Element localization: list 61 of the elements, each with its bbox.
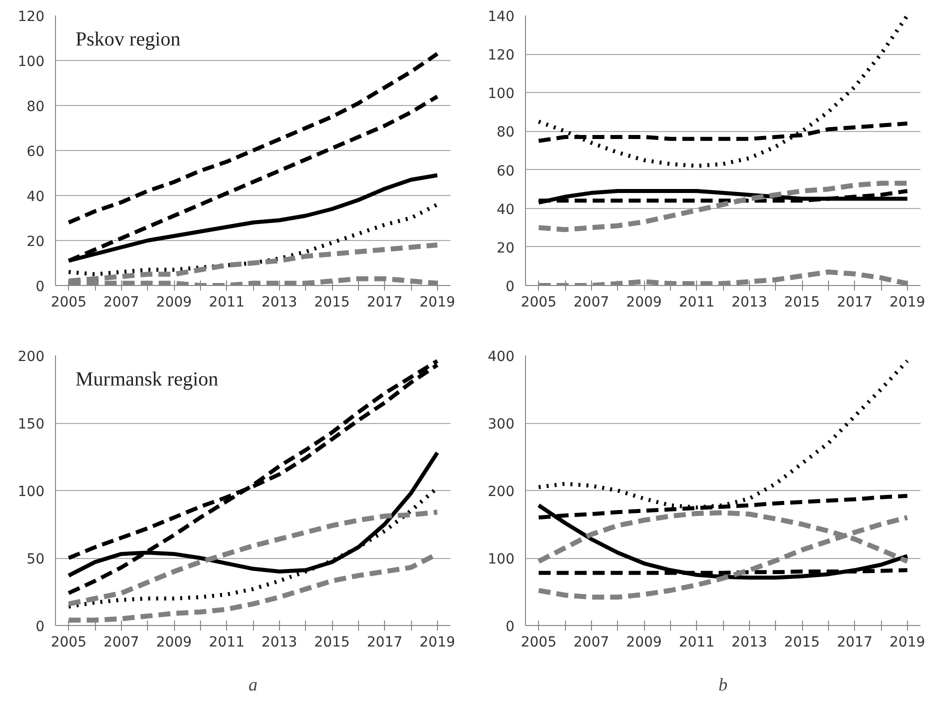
x-tick-label: 2013: [732, 294, 768, 310]
x-tick-label: 2005: [520, 634, 556, 650]
x-tick-label: 2009: [156, 634, 192, 650]
y-tick-label: 80: [496, 124, 515, 141]
y-tick-label: 100: [488, 86, 515, 102]
x-tick-label: 2019: [890, 294, 926, 310]
y-tick-label: 60: [26, 144, 45, 160]
x-tick-label: 2007: [104, 634, 140, 650]
x-tick-label: 2011: [208, 634, 244, 650]
y-tick-label: 120: [18, 9, 45, 25]
x-tick-label: 2007: [104, 294, 140, 310]
x-tick-label: 2019: [420, 294, 456, 310]
text: a: [248, 674, 258, 694]
x-tick-label: 2007: [574, 294, 610, 310]
y-tick-label: 80: [26, 99, 45, 115]
x-tick-label: 2013: [732, 634, 768, 650]
y-tick-label: 40: [26, 189, 45, 205]
y-tick-label: 100: [18, 484, 45, 500]
text: Pskov region: [76, 28, 180, 50]
x-tick-label: 2011: [208, 294, 244, 310]
y-tick-label: 100: [18, 54, 45, 70]
y-tick-label: 0: [36, 619, 45, 635]
y-tick-label: 60: [496, 163, 515, 180]
text: Murmansk region: [76, 368, 218, 390]
x-tick-label: 2017: [836, 634, 872, 650]
x-tick-label: 2009: [626, 294, 662, 310]
x-tick-label: 2019: [890, 634, 926, 650]
y-tick-label: 300: [488, 416, 515, 432]
y-tick-label: 100: [488, 552, 515, 568]
x-tick-label: 2015: [314, 294, 350, 310]
x-tick-label: 2005: [50, 634, 86, 650]
y-tick-label: 120: [488, 48, 515, 64]
y-tick-label: 0: [506, 619, 515, 635]
x-tick-label: 2017: [366, 634, 402, 650]
x-tick-label: 2009: [626, 634, 662, 650]
y-tick-label: 0: [36, 279, 45, 295]
x-tick-label: 2015: [314, 634, 350, 650]
x-tick-label: 2005: [520, 294, 556, 310]
y-tick-label: 200: [18, 349, 45, 365]
text: b: [718, 674, 728, 694]
x-tick-label: 2007: [574, 634, 610, 650]
x-tick-label: 2017: [366, 294, 402, 310]
x-tick-label: 2009: [156, 294, 192, 310]
y-tick-label: 150: [18, 416, 45, 432]
x-tick-label: 2019: [420, 634, 456, 650]
y-tick-label: 140: [488, 9, 515, 25]
x-tick-label: 2015: [784, 294, 820, 310]
y-tick-label: 0: [506, 279, 515, 295]
y-tick-label: 200: [488, 484, 515, 500]
x-tick-label: 2011: [678, 294, 714, 310]
y-tick-label: 50: [26, 552, 45, 568]
x-tick-label: 2015: [784, 634, 820, 650]
y-tick-label: 20: [26, 234, 45, 250]
x-tick-label: 2013: [262, 294, 298, 310]
x-tick-label: 2005: [50, 294, 86, 310]
y-tick-label: 20: [496, 240, 515, 256]
y-tick-label: 400: [488, 349, 515, 365]
y-tick-label: 40: [496, 202, 515, 218]
x-tick-label: 2013: [262, 634, 298, 650]
x-tick-label: 2017: [836, 294, 872, 310]
x-tick-label: 2011: [678, 634, 714, 650]
